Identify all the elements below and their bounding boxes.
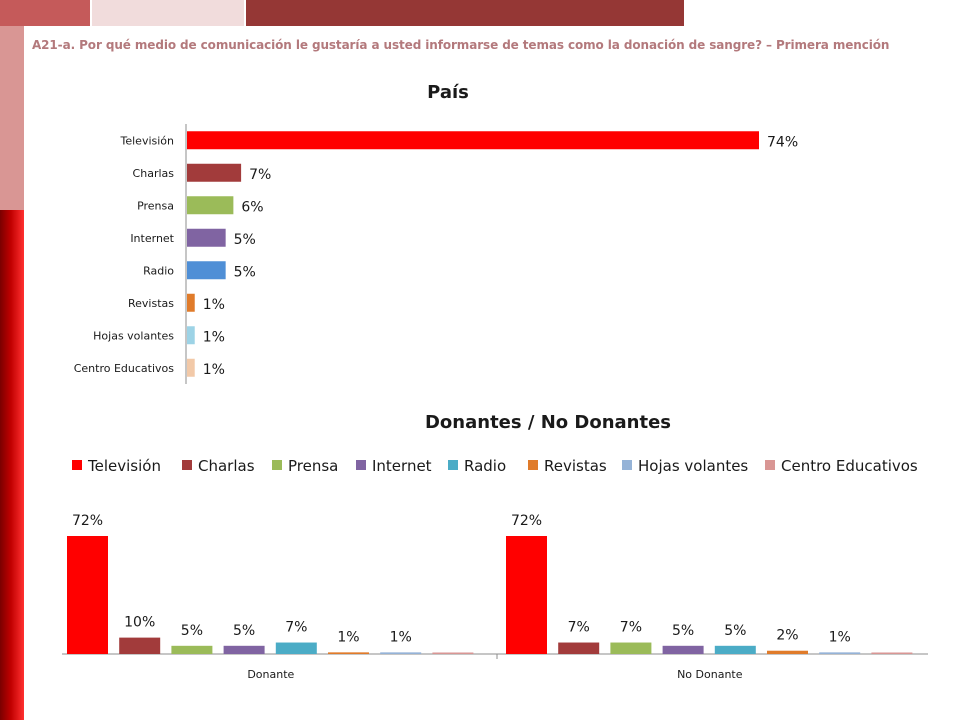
chart2-bar-donante-prensa xyxy=(171,645,213,654)
chart1-title: País xyxy=(427,82,469,103)
chart2-bar-donante-revistas xyxy=(328,652,369,654)
chart2-bar-no-donante-prensa xyxy=(610,642,652,654)
chart2-data-label: 10% xyxy=(124,615,155,631)
chart2-bar-donante-centro-educativos xyxy=(432,652,474,654)
header-bar-pale xyxy=(92,0,244,26)
chart1-bar-internet xyxy=(187,228,226,247)
chart1-bar-revistas xyxy=(187,293,195,312)
chart2-data-label: 5% xyxy=(233,623,255,639)
chart1-bar-television xyxy=(187,131,759,150)
chart1-data-label: 7% xyxy=(249,167,271,183)
chart1-bar-prensa xyxy=(187,196,234,215)
chart2-data-label: 1% xyxy=(337,629,359,645)
chart1-data-label: 1% xyxy=(203,362,225,378)
chart1-data-label: 6% xyxy=(241,199,263,215)
legend-label-hojas-volantes: Hojas volantes xyxy=(638,457,748,475)
header-bar-dark xyxy=(246,0,684,26)
legend-swatch-revistas xyxy=(528,460,538,470)
chart2-title: Donantes / No Donantes xyxy=(425,412,671,433)
legend-swatch-charlas xyxy=(182,460,192,470)
chart1-category-label: Televisión xyxy=(120,134,175,147)
chart2-bar-no-donante-internet xyxy=(662,645,704,654)
chart2-bar-donante-charlas xyxy=(119,637,161,654)
chart1-data-label: 5% xyxy=(234,232,256,248)
question-text: A21-a. Por qué medio de comunicación le … xyxy=(32,38,890,52)
chart1-category-label: Internet xyxy=(130,232,174,245)
chart2-category-label: No Donante xyxy=(677,668,743,681)
chart1-category-label: Radio xyxy=(143,264,174,277)
chart2-bar-donante-television xyxy=(67,536,108,654)
chart2-data-label: 5% xyxy=(181,623,203,639)
chart2-data-label: 72% xyxy=(72,513,103,529)
legend-label-radio: Radio xyxy=(464,457,506,475)
chart2-bar-donante-hojas-volantes xyxy=(380,652,422,654)
chart1-category-label: Hojas volantes xyxy=(93,329,174,342)
chart1-bar-hojas-volantes xyxy=(187,326,195,345)
chart2-data-label: 1% xyxy=(829,629,851,645)
chart2-bar-no-donante-charlas xyxy=(558,642,600,654)
chart1-category-label: Prensa xyxy=(137,199,174,212)
chart1-category-label: Revistas xyxy=(128,297,174,310)
legend-swatch-radio xyxy=(448,460,458,470)
chart2-category-label: Donante xyxy=(247,668,294,681)
chart1-category-label: Charlas xyxy=(133,167,175,180)
legend-label-prensa: Prensa xyxy=(288,457,338,475)
chart1-bar-radio xyxy=(187,261,226,280)
legend-label-television: Televisión xyxy=(87,457,161,475)
chart1-data-label: 1% xyxy=(203,297,225,313)
side-bar-gradient xyxy=(0,210,24,720)
chart2-data-label: 2% xyxy=(776,628,798,644)
chart2-bar-no-donante-television xyxy=(506,536,547,654)
chart2-bar-donante-radio xyxy=(275,642,317,654)
chart2-bar-no-donante-hojas-volantes xyxy=(819,652,861,654)
chart2-data-label: 7% xyxy=(285,620,307,636)
legend-label-charlas: Charlas xyxy=(198,457,255,475)
legend-swatch-internet xyxy=(356,460,366,470)
legend-swatch-centro-educativos xyxy=(765,460,775,470)
chart1-bar-charlas xyxy=(187,163,242,182)
chart2-data-label: 7% xyxy=(568,620,590,636)
chart1-data-label: 74% xyxy=(767,134,798,150)
chart2-data-label: 5% xyxy=(672,623,694,639)
legend-swatch-television xyxy=(72,460,82,470)
chart2-data-label: 5% xyxy=(724,623,746,639)
legend-label-internet: Internet xyxy=(372,457,432,475)
chart1-category-label: Centro Educativos xyxy=(74,362,175,375)
legend-swatch-prensa xyxy=(272,460,282,470)
chart2-bar-donante-internet xyxy=(223,645,265,654)
chart1-bar-centro-educativos xyxy=(187,358,195,377)
header-bar-light xyxy=(0,0,90,26)
chart2-data-label: 1% xyxy=(390,629,412,645)
legend-label-centro-educativos: Centro Educativos xyxy=(781,457,918,475)
chart2-bar-no-donante-centro-educativos xyxy=(871,652,913,654)
chart2-bar-no-donante-revistas xyxy=(767,650,808,654)
chart2-data-label: 7% xyxy=(620,620,642,636)
chart2-data-label: 72% xyxy=(511,513,542,529)
legend-swatch-hojas-volantes xyxy=(622,460,632,470)
chart2-bar-no-donante-radio xyxy=(714,645,756,654)
side-bar-pink xyxy=(0,26,24,210)
legend-label-revistas: Revistas xyxy=(544,457,607,475)
chart1-data-label: 5% xyxy=(234,264,256,280)
chart1-data-label: 1% xyxy=(203,329,225,345)
